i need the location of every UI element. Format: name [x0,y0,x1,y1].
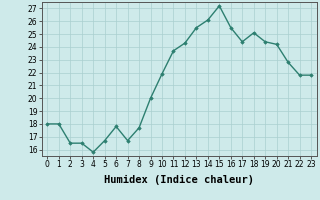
X-axis label: Humidex (Indice chaleur): Humidex (Indice chaleur) [104,175,254,185]
